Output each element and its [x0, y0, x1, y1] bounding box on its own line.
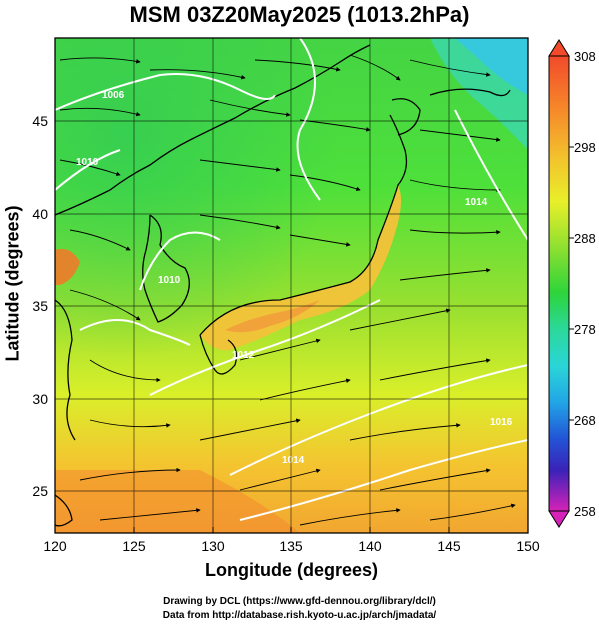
x-tick-label: 125	[122, 538, 146, 554]
credit-drawing: Drawing by DCL (https://www.gfd-dennou.o…	[163, 596, 436, 607]
x-tick-label: 140	[358, 538, 382, 554]
chart-title: MSM 03Z20May2025 (1013.2hPa)	[129, 2, 470, 27]
colorbar-tick-label: 278	[574, 322, 596, 337]
x-tick-label: 150	[516, 538, 540, 554]
colorbar-tick-label: 308	[574, 49, 596, 64]
isobar-label: 1014	[282, 455, 305, 466]
x-tick-marks	[54, 527, 529, 533]
x-axis-label: Longitude (degrees)	[204, 560, 378, 580]
y-tick-labels: 25 30 35 40 45	[32, 113, 48, 499]
y-tick-label: 40	[32, 206, 48, 222]
x-tick-label: 135	[279, 538, 303, 554]
isobars	[55, 38, 528, 521]
y-tick-label: 45	[32, 113, 48, 129]
x-tick-label: 120	[43, 538, 67, 554]
y-axis-label: Latitude (degrees)	[2, 205, 23, 362]
x-tick-label: 130	[201, 538, 225, 554]
colorbar-tick-label: 258	[574, 504, 596, 519]
isobar-label: 1012	[232, 350, 255, 361]
colorbar-tick-label: 298	[574, 140, 596, 155]
y-tick-label: 35	[32, 298, 48, 314]
wind-streamlines	[59, 54, 516, 526]
colorbar-tick-labels: 308 298 288 278 268 258	[574, 49, 596, 519]
temperature-field: 1006 1010 1010 1012 1014 1014 1016	[55, 38, 528, 533]
y-tick-label: 25	[32, 483, 48, 499]
isobar-label: 1010	[76, 157, 99, 168]
colorbar-top-arrow	[548, 39, 570, 57]
y-tick-label: 30	[32, 391, 48, 407]
colorbar: 308 298 288 278 268 258	[548, 39, 596, 528]
credit-data: Data from http://database.rish.kyoto-u.a…	[162, 610, 437, 621]
colorbar-tick-label: 288	[574, 231, 596, 246]
x-tick-label: 145	[437, 538, 461, 554]
isobar-label: 1016	[490, 417, 513, 428]
isobar-label: 1006	[102, 90, 125, 101]
isobar-label: 1014	[465, 197, 488, 208]
colorbar-tick-label: 268	[574, 413, 596, 428]
lat-lon-grid	[55, 38, 528, 533]
isobar-label: 1010	[158, 275, 181, 286]
x-tick-labels: 120 125 130 135 140 145 150	[43, 538, 540, 554]
isobar-labels: 1006 1010 1010 1012 1014 1014 1016	[76, 90, 513, 466]
colorbar-bottom-arrow	[548, 510, 570, 528]
